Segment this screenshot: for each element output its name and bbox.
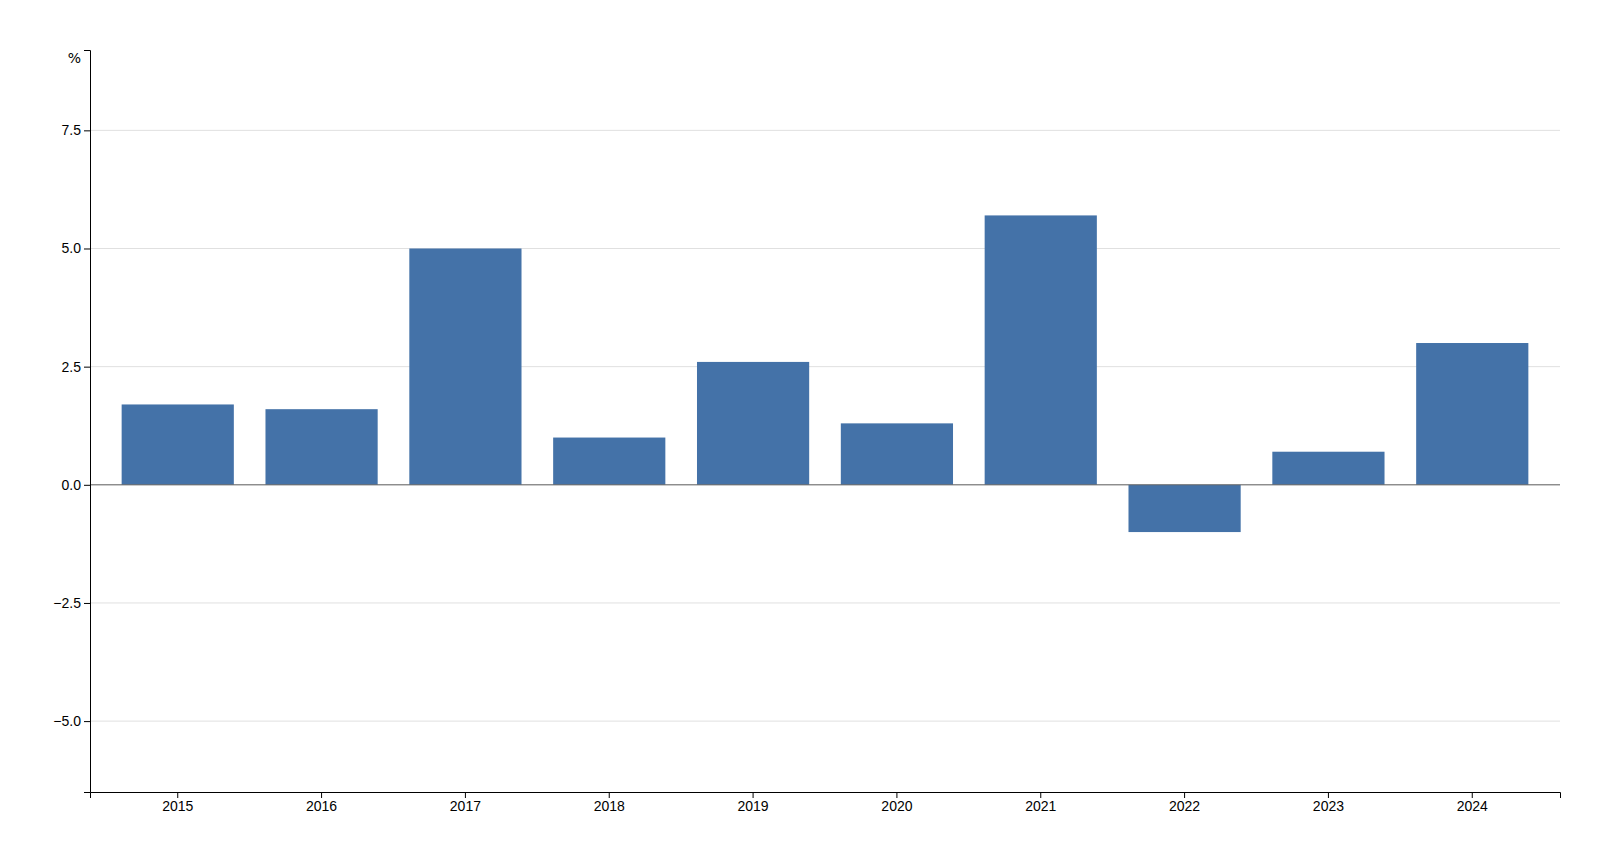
y-tick-label: 5.0 [62, 240, 82, 256]
x-tick-label: 2023 [1313, 798, 1344, 814]
bar [265, 409, 377, 485]
chart: −5.0 −2.5 0.0 2.5 5.0 7.5 2015 2016 2017 2018 2019… [0, 0, 1600, 852]
grid-line [90, 721, 1560, 722]
x-tick-label: 2018 [594, 798, 625, 814]
bar [1128, 485, 1240, 532]
x-tick: 2016 [306, 792, 337, 814]
x-tick: 2017 [450, 792, 481, 814]
grid-line [90, 602, 1560, 603]
x-tick: 2024 [1457, 792, 1488, 814]
bar [122, 404, 234, 484]
y-tick: 2.5 [62, 359, 90, 375]
grid-line [90, 130, 1560, 131]
x-tick: 2020 [881, 792, 912, 814]
grid-line [90, 484, 1560, 485]
x-tick: 2022 [1169, 792, 1200, 814]
grid [90, 130, 1560, 721]
grid-line [90, 366, 1560, 367]
x-tick: 2015 [162, 792, 193, 814]
x-tick: 2019 [738, 792, 769, 814]
y-tick-label: 7.5 [62, 122, 82, 138]
x-tick-label: 2017 [450, 798, 481, 814]
y-tick-mark [84, 248, 90, 249]
bar [409, 248, 521, 484]
bar [697, 362, 809, 485]
y-tick-mark [84, 603, 90, 604]
x-tick-label: 2024 [1457, 798, 1488, 814]
x-tick-label: 2019 [738, 798, 769, 814]
y-tick-mark [84, 485, 90, 486]
y-tick: 7.5 [62, 122, 90, 138]
x-tick-label: 2020 [881, 798, 912, 814]
y-tick-label: 0.0 [62, 477, 82, 493]
x-tick-label: 2015 [162, 798, 193, 814]
x-tick-label: 2022 [1169, 798, 1200, 814]
x-axis: 2015 2016 2017 2018 2019 2020 2021 2022 2023 2024 [91, 792, 1561, 814]
x-tick: 2023 [1313, 792, 1344, 814]
bar [841, 423, 953, 484]
x-tick-label: 2021 [1025, 798, 1056, 814]
grid-line [90, 248, 1560, 249]
x-tick-label: 2016 [306, 798, 337, 814]
y-axis: −5.0 −2.5 0.0 2.5 5.0 7.5 [53, 51, 90, 793]
y-tick: −2.5 [53, 595, 90, 611]
zero-line [90, 484, 1560, 485]
y-tick-mark [84, 130, 90, 131]
x-tick: 2018 [594, 792, 625, 814]
bar [553, 438, 665, 485]
bar [1272, 452, 1384, 485]
y-tick-label: 2.5 [62, 359, 82, 375]
y-tick: −5.0 [53, 713, 90, 729]
bar [1416, 343, 1528, 485]
y-tick-label: −2.5 [53, 595, 81, 611]
y-tick-mark [84, 367, 90, 368]
y-tick: 5.0 [62, 240, 90, 256]
x-tick: 2021 [1025, 792, 1056, 814]
bar [985, 215, 1097, 484]
y-tick-mark [84, 721, 90, 722]
y-tick: 0.0 [62, 477, 90, 493]
y-axis-line [84, 51, 91, 793]
plot: −5.0 −2.5 0.0 2.5 5.0 7.5 2015 2016 2017 2018 2019… [53, 50, 1560, 814]
y-axis-label: % [68, 50, 81, 66]
y-tick-label: −5.0 [53, 713, 81, 729]
